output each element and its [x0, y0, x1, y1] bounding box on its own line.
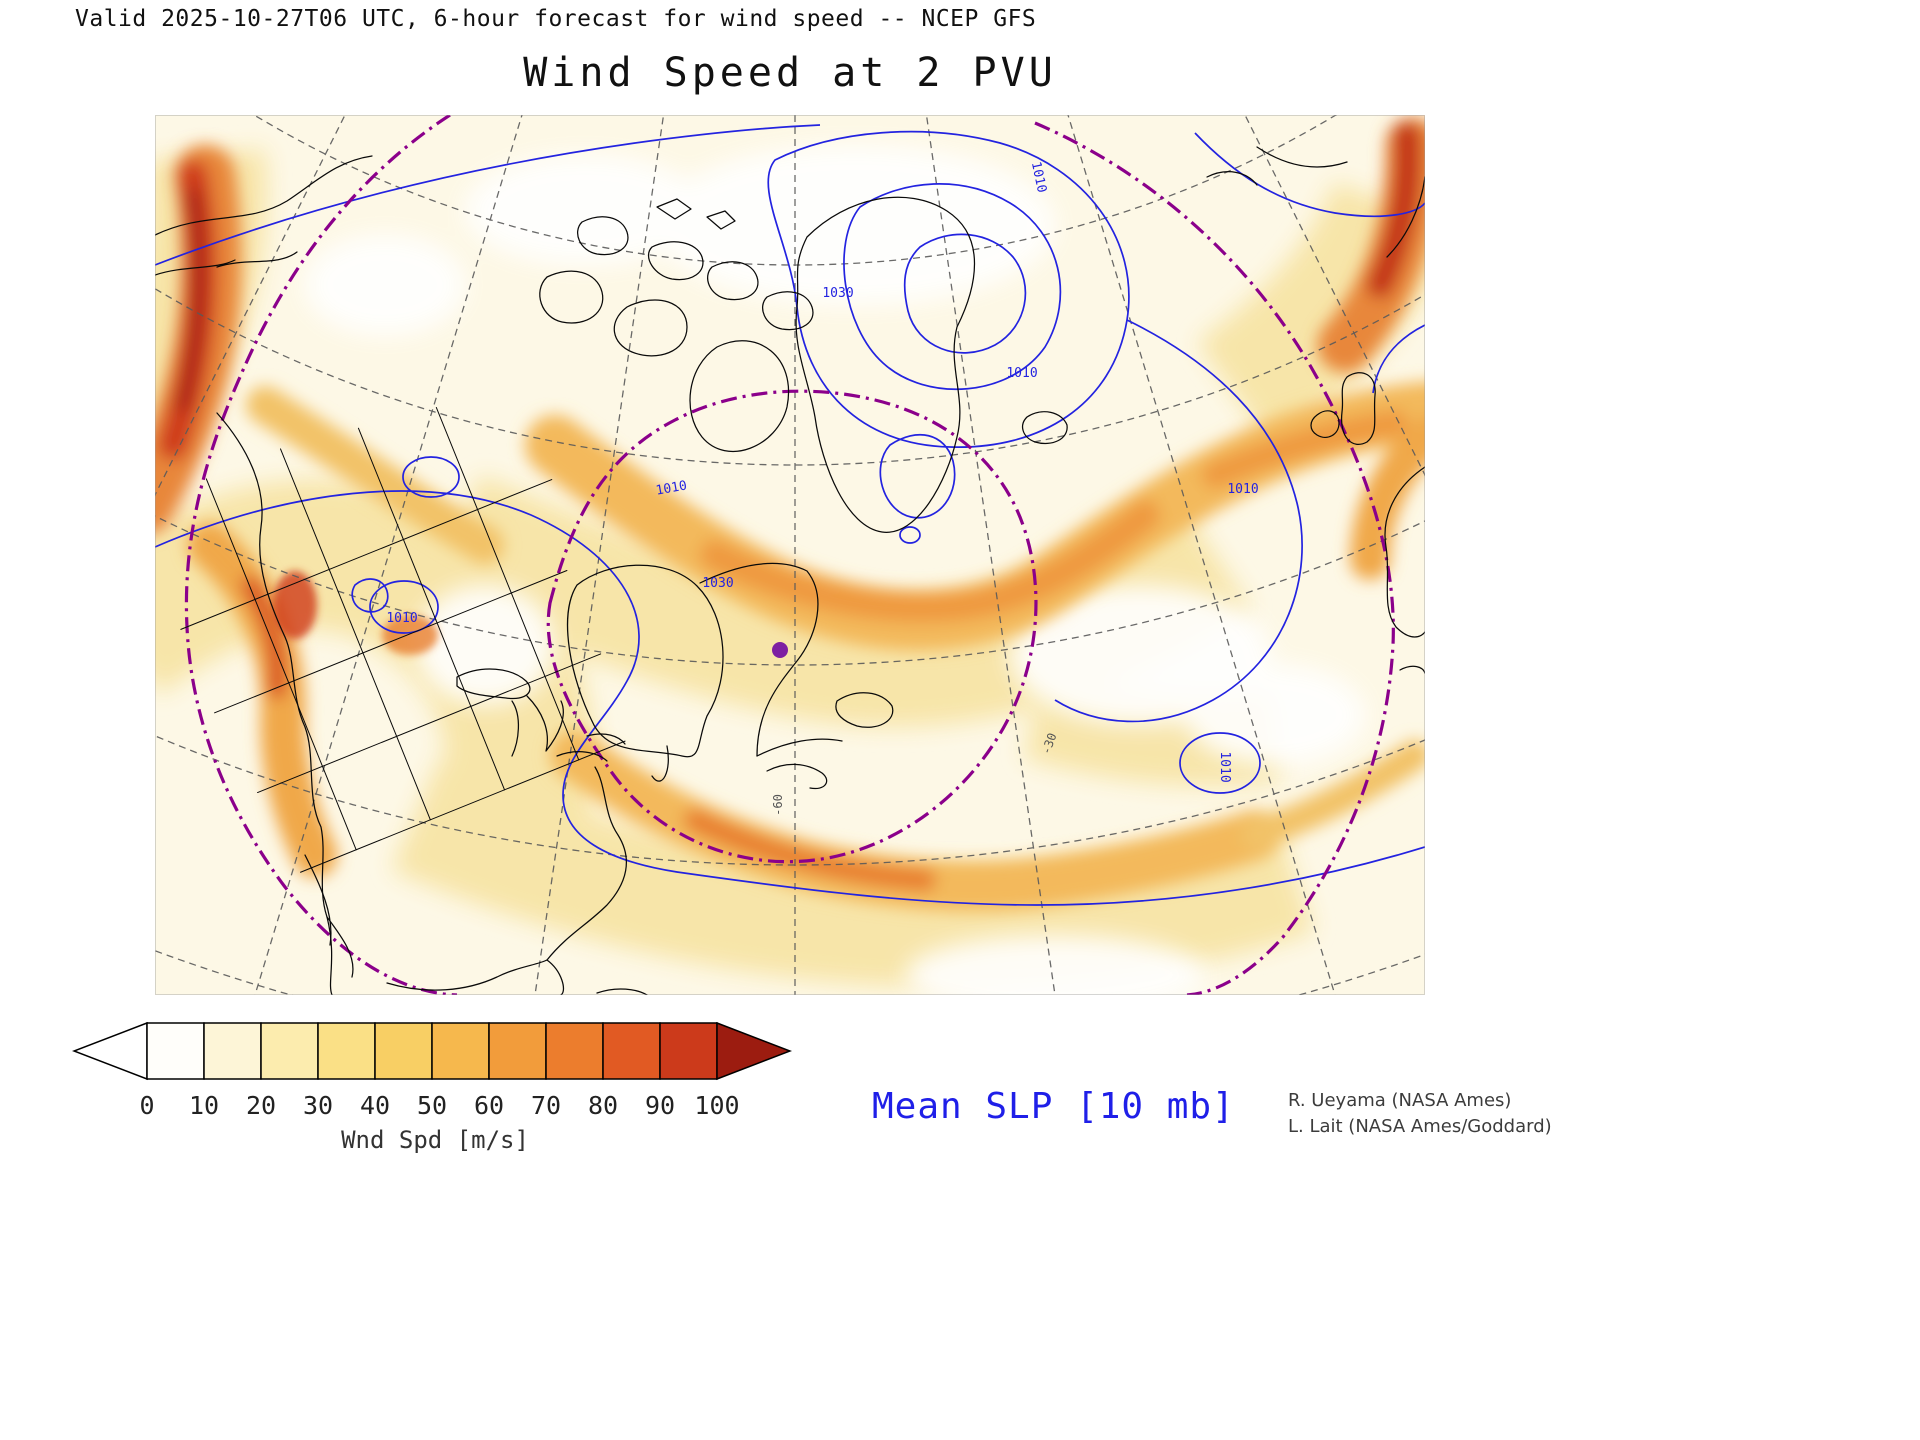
contour-label: 1010	[655, 478, 688, 498]
colorbar-segment	[203, 1022, 262, 1080]
valid-time-line: Valid 2025-10-27T06 UTC, 6-hour forecast…	[75, 6, 1037, 32]
wind-field-calm	[305, 145, 1365, 995]
colorbar-right-arrow	[716, 1021, 793, 1081]
colorbar-tick: 90	[645, 1091, 675, 1120]
colorbar-tick: 30	[303, 1091, 333, 1120]
credit-line: L. Lait (NASA Ames/Goddard)	[1288, 1116, 1552, 1138]
contour-label: 1010	[1006, 366, 1037, 381]
colorbar-tick: 40	[360, 1091, 390, 1120]
graticule	[155, 115, 1425, 995]
colorbar: 0 10 20 30 40 50 60 70 80 90 100 Wnd Spd…	[71, 1021, 793, 1172]
colorbar-tick: 60	[474, 1091, 504, 1120]
terminator-line	[184, 115, 1395, 995]
colorbar-tick: 50	[417, 1091, 447, 1120]
colorbar-segment	[488, 1022, 547, 1080]
graticule-label: -30	[1039, 731, 1060, 756]
colorbar-segment	[374, 1022, 433, 1080]
colorbar-tick: 100	[694, 1091, 739, 1120]
colorbar-tick: 10	[189, 1091, 219, 1120]
wind-field-jets	[155, 117, 1425, 912]
colorbar-segment	[260, 1022, 319, 1080]
colorbar-segment	[659, 1022, 718, 1080]
page-title: Wind Speed at 2 PVU	[523, 50, 1057, 96]
wind-speed-map: 1010 1030 1010 1010 1010 1010 1030 1010 …	[155, 115, 1425, 995]
colorbar-tick: 70	[531, 1091, 561, 1120]
station-marker	[772, 642, 788, 658]
colorbar-segment	[146, 1022, 205, 1080]
map-frame	[155, 115, 1425, 995]
colorbar-segment	[602, 1022, 661, 1080]
colorbar-segment	[317, 1022, 376, 1080]
colorbar-units-label: Wnd Spd [m/s]	[341, 1126, 529, 1154]
contour-label: 1010	[1217, 751, 1232, 782]
contour-label: 1030	[822, 286, 853, 301]
contour-labels: 1010 1030 1010 1010 1010 1010 1030 1010	[386, 160, 1258, 782]
credits: R. Ueyama (NASA Ames) L. Lait (NASA Ames…	[1288, 1088, 1552, 1140]
contour-label: 1010	[1028, 160, 1049, 194]
contour-label: 1010	[1227, 482, 1258, 497]
coastlines	[155, 146, 1425, 995]
colorbar-segment	[545, 1022, 604, 1080]
colorbar-tick: 0	[139, 1091, 154, 1120]
contour-label: 1030	[702, 576, 733, 591]
credit-line: R. Ueyama (NASA Ames)	[1288, 1090, 1512, 1111]
contour-label: 1010	[386, 611, 417, 626]
graticule-labels: -60 -30	[771, 731, 1060, 816]
colorbar-tick: 80	[588, 1091, 618, 1120]
colorbar-segment	[431, 1022, 490, 1080]
graticule-label: -60	[771, 794, 785, 816]
slp-overlay-label: Mean SLP [10 mb]	[872, 1086, 1235, 1127]
colorbar-tick: 20	[246, 1091, 276, 1120]
colorbar-left-arrow	[71, 1021, 148, 1081]
